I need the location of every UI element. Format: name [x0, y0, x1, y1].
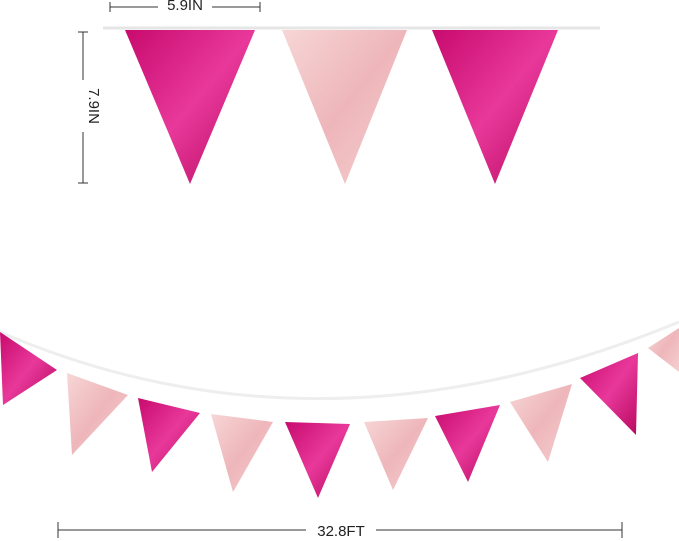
height-label: 7.9IN [85, 88, 102, 124]
top-flag-magenta [125, 30, 255, 184]
garland-flag-pink [211, 414, 273, 492]
garland-flag-pink [648, 328, 679, 372]
garland-flag-magenta [0, 332, 57, 405]
garland-flag-magenta [285, 422, 350, 498]
garland-flag-magenta [138, 398, 200, 472]
width-dimension: 5.9IN [109, 0, 261, 14]
garland-flag-pink [510, 384, 572, 462]
garland-flag-magenta [435, 405, 500, 482]
garland-string [0, 320, 679, 401]
top-flag-magenta [432, 30, 558, 184]
length-dimension: 32.8FT [57, 520, 623, 540]
garland-flag-pink [67, 373, 128, 455]
garland-flag-magenta [580, 353, 638, 435]
length-label: 32.8FT [317, 523, 365, 540]
height-dimension: 7.9IN [76, 31, 102, 184]
top-flag-pink [282, 30, 407, 184]
garland-flag-pink [364, 418, 428, 490]
width-label: 5.9IN [167, 0, 203, 14]
